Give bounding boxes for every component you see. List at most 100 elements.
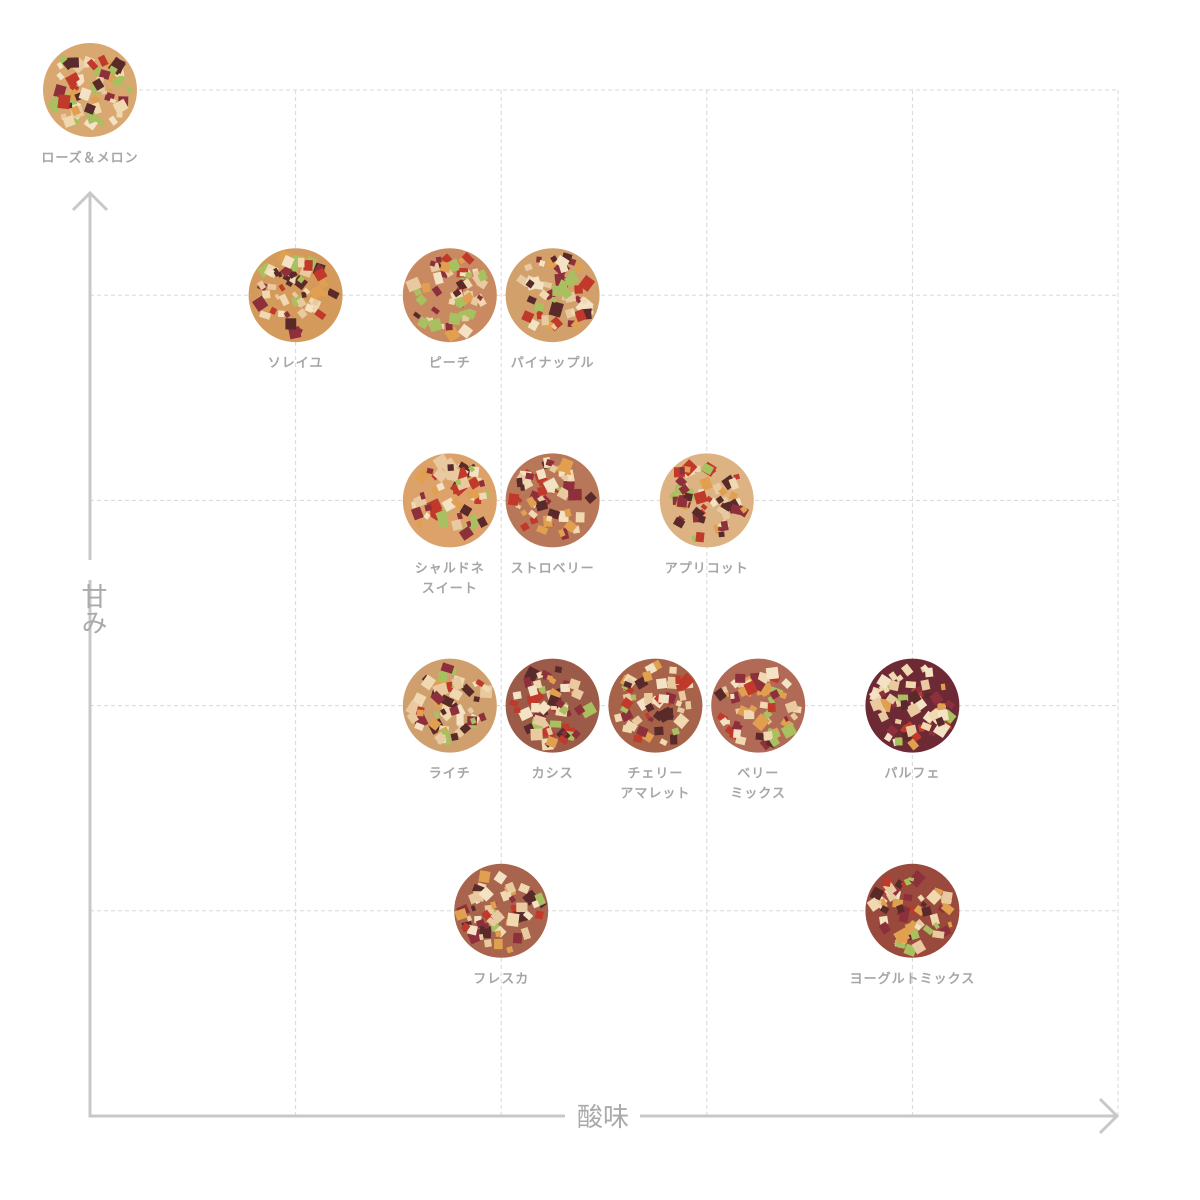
tea-fragment [750, 677, 766, 692]
tea-fragment [896, 904, 905, 914]
tea-fragment [469, 717, 477, 725]
tea-fragment [907, 738, 920, 751]
tea-fragment [718, 531, 725, 538]
point-label: ストロベリー [511, 561, 595, 576]
tea-fragment [722, 686, 728, 694]
tea-fragment [564, 508, 572, 518]
tea-fragment [546, 727, 554, 736]
tea-fragment [432, 453, 450, 471]
point-label: シャルドネ [415, 561, 485, 576]
tea-fragment [894, 718, 902, 725]
tea-fragment [521, 310, 535, 324]
tea-fragment [675, 700, 683, 708]
tea-fragment [272, 267, 281, 278]
point-label: アマレット [620, 787, 690, 802]
tea-fragment [888, 671, 899, 682]
tea-fragment [412, 311, 422, 320]
tea-fragment [516, 902, 528, 913]
tea-fragment [644, 702, 655, 713]
tea-fragment [538, 685, 546, 695]
tea-fragment [636, 725, 649, 738]
tea-fragment [623, 680, 633, 689]
tea-fragment [767, 695, 775, 705]
tea-fragment [512, 691, 522, 700]
tea-fragment [266, 268, 275, 278]
tea-fragment [470, 488, 481, 500]
tea-fragment [109, 98, 117, 104]
tea-fragment [519, 484, 526, 491]
tea-fragment [675, 675, 681, 685]
tea-fragment [894, 879, 905, 890]
tea-fragment [429, 260, 436, 267]
tea-fragment [878, 898, 888, 909]
point-label: ソレイユ [268, 356, 324, 371]
tea-fragment [557, 734, 569, 746]
tea-fragment [416, 316, 430, 330]
tea-fragment [414, 722, 425, 732]
tea-fragment [743, 710, 755, 720]
tea-fragment [478, 886, 494, 902]
tea-fragment [470, 296, 480, 307]
point-label: ローズ＆メロン [41, 150, 138, 166]
tea-fragment [475, 678, 485, 688]
tea-fragment [908, 869, 926, 888]
tea-fragment [728, 477, 740, 491]
tea-fragment [413, 288, 423, 297]
tea-fragment [550, 255, 558, 263]
axis-line [88, 580, 565, 1118]
tea-fragment [517, 706, 534, 722]
tea-fragment [678, 483, 690, 495]
tea-point: ローズ＆メロン [41, 43, 138, 166]
tea-fragment [297, 308, 308, 319]
tea-fragment [907, 905, 916, 915]
point-label: フレスカ [473, 972, 529, 987]
tea-fragment [458, 257, 465, 265]
tea-fragment [907, 689, 922, 705]
tea-fragment [920, 901, 927, 908]
tea-fragment [574, 285, 583, 294]
tea-fragment [868, 688, 880, 700]
tea-fragment [92, 78, 105, 91]
tea-fragment [570, 319, 582, 331]
tea-fragment [277, 310, 285, 318]
tea-fragment [261, 290, 271, 299]
tea-fragment [454, 726, 466, 738]
tea-fragment [326, 288, 340, 300]
tea-fragment [470, 519, 479, 528]
tea-fragment [733, 720, 741, 727]
tea-fragment [656, 678, 668, 690]
tea-fragment [278, 293, 290, 307]
tea-fragment [631, 694, 637, 701]
tea-fragment [460, 922, 471, 933]
tea-fragment [932, 719, 951, 739]
tea-fragment [536, 524, 549, 535]
tea-fragment [83, 102, 96, 115]
tea-fragment [405, 700, 422, 717]
tea-fragment [416, 519, 423, 528]
tea-fragment [561, 474, 569, 482]
tea-fragment [556, 486, 571, 501]
tea-fragment [538, 289, 550, 301]
tea-fragment [484, 923, 489, 929]
tea-fragment [654, 726, 664, 736]
tea-fragment [535, 499, 549, 512]
point-label: パルフェ [884, 767, 940, 782]
tea-fragment [579, 701, 598, 719]
tea-fragment [920, 679, 931, 691]
tea-fragment [652, 710, 665, 722]
tea-fragment [304, 303, 315, 313]
tea-fragment [483, 938, 492, 948]
tea-point: パルフェ [865, 658, 960, 782]
tea-fragment [430, 690, 445, 706]
tea-fragment [509, 699, 519, 708]
tea-fragment [256, 280, 267, 291]
tea-fragment [721, 496, 729, 504]
tea-fragment [886, 724, 899, 737]
tea-fragment [552, 285, 563, 296]
tea-fragment [303, 259, 313, 271]
tea-fragment [932, 930, 945, 939]
tea-fragment [461, 291, 475, 305]
tea-fragment [666, 676, 678, 688]
